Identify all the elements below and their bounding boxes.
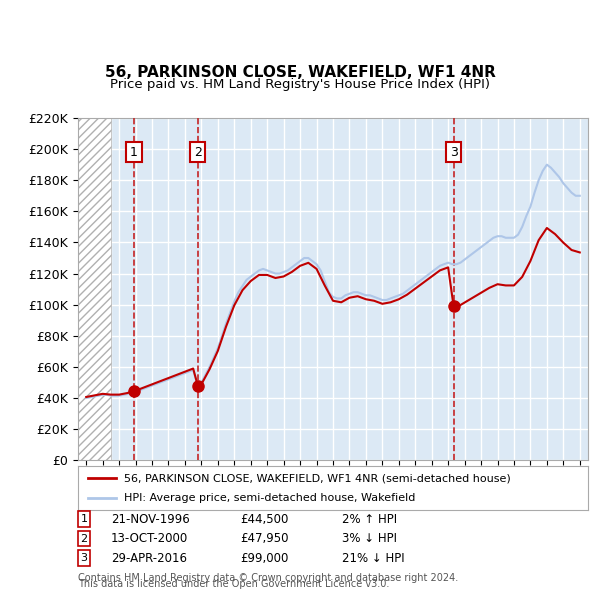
Text: 1: 1 (130, 146, 138, 159)
Text: £44,500: £44,500 (240, 513, 289, 526)
Text: Contains HM Land Registry data © Crown copyright and database right 2024.: Contains HM Land Registry data © Crown c… (78, 573, 458, 583)
Text: 3: 3 (449, 146, 458, 159)
Text: 56, PARKINSON CLOSE, WAKEFIELD, WF1 4NR (semi-detached house): 56, PARKINSON CLOSE, WAKEFIELD, WF1 4NR … (124, 474, 511, 483)
Text: 2: 2 (80, 534, 88, 543)
Text: 3: 3 (80, 553, 88, 563)
Text: 2: 2 (194, 146, 202, 159)
Bar (78, 118, 111, 460)
Text: 1: 1 (80, 514, 88, 524)
Text: £99,000: £99,000 (240, 552, 289, 565)
Text: 3% ↓ HPI: 3% ↓ HPI (342, 532, 397, 545)
Text: This data is licensed under the Open Government Licence v3.0.: This data is licensed under the Open Gov… (78, 579, 389, 589)
Text: 2% ↑ HPI: 2% ↑ HPI (342, 513, 397, 526)
Text: £47,950: £47,950 (240, 532, 289, 545)
Text: 21-NOV-1996: 21-NOV-1996 (111, 513, 190, 526)
Text: 13-OCT-2000: 13-OCT-2000 (111, 532, 188, 545)
Text: Price paid vs. HM Land Registry's House Price Index (HPI): Price paid vs. HM Land Registry's House … (110, 78, 490, 91)
Text: 56, PARKINSON CLOSE, WAKEFIELD, WF1 4NR: 56, PARKINSON CLOSE, WAKEFIELD, WF1 4NR (104, 65, 496, 80)
Text: 29-APR-2016: 29-APR-2016 (111, 552, 187, 565)
Bar (78, 118, 111, 460)
Text: 21% ↓ HPI: 21% ↓ HPI (342, 552, 404, 565)
Text: HPI: Average price, semi-detached house, Wakefield: HPI: Average price, semi-detached house,… (124, 493, 415, 503)
